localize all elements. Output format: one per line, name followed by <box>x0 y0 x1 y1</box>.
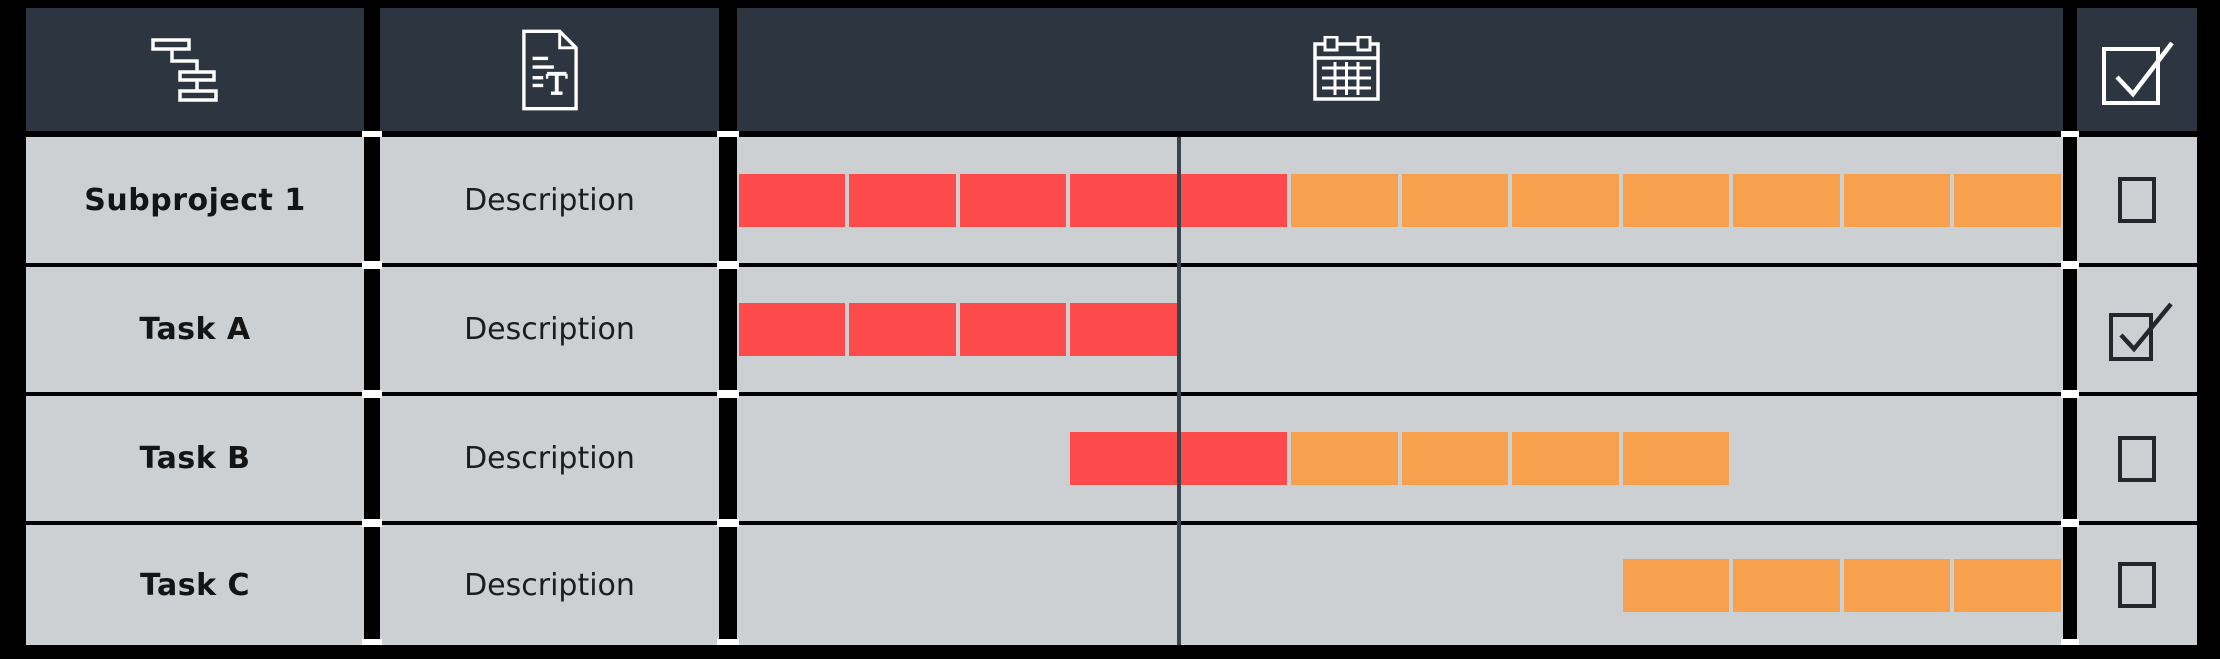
task-label: Task A <box>139 312 251 347</box>
calendar-icon <box>1313 36 1380 101</box>
gantt-bar-segment-red[interactable] <box>738 173 845 227</box>
gantt-bar-segment-red[interactable] <box>1180 432 1287 485</box>
gantt-bar-segment-red[interactable] <box>1070 173 1177 227</box>
checkbox-checked-icon <box>2102 41 2174 105</box>
gantt-bar-segment-red[interactable] <box>738 303 845 356</box>
task-description: Description <box>464 441 635 476</box>
grid-notch <box>2061 390 2079 398</box>
grid-notch <box>717 390 739 398</box>
complete-cell <box>2077 137 2197 263</box>
task-description: Description <box>464 567 635 603</box>
grid-notch <box>717 131 739 137</box>
row-checkbox-unchecked[interactable] <box>2118 562 2156 608</box>
gantt-row: Task A Description <box>0 267 2220 392</box>
task-label: Task C <box>139 567 251 603</box>
gantt-bar-segment-red[interactable] <box>1070 432 1177 485</box>
task-label-cell: Subproject 1 <box>26 137 364 263</box>
gantt-bar-segment-orange[interactable] <box>1512 432 1619 485</box>
grid-notch <box>2061 261 2079 269</box>
gantt-bar-segment-red[interactable] <box>959 303 1066 356</box>
grid-notch <box>717 261 739 269</box>
task-label: Task B <box>139 441 251 476</box>
gantt-bar-segment-orange[interactable] <box>1401 432 1508 485</box>
task-label: Subproject 1 <box>84 182 306 218</box>
header-complete-column <box>2077 8 2197 131</box>
grid-notch <box>2061 519 2079 527</box>
gantt-bar-segment-red[interactable] <box>1070 303 1177 356</box>
grid-notch <box>717 639 739 645</box>
row-checkbox-unchecked[interactable] <box>2118 177 2156 223</box>
gantt-bar-segment-orange[interactable] <box>1954 558 2061 612</box>
gantt-bar-segment-orange[interactable] <box>1954 173 2061 227</box>
task-description: Description <box>464 182 635 218</box>
gantt-bar-segment-orange[interactable] <box>1843 173 1950 227</box>
gantt-bar-segment-orange[interactable] <box>1622 173 1729 227</box>
grid-notch <box>362 519 382 527</box>
task-description-cell: Description <box>380 525 719 645</box>
gantt-bar-segment-orange[interactable] <box>1733 558 1840 612</box>
row-checkbox-unchecked[interactable] <box>2118 435 2156 482</box>
today-marker-line <box>1177 137 1181 645</box>
grid-notch <box>362 131 382 137</box>
gantt-bar-segment-orange[interactable] <box>1843 558 1950 612</box>
timeline-cell <box>737 137 2063 263</box>
gantt-bar-segment-orange[interactable] <box>1622 558 1729 612</box>
task-label-cell: Task C <box>26 525 364 645</box>
gantt-bar-segment-orange[interactable] <box>1291 432 1398 485</box>
grid-notch <box>362 639 382 645</box>
task-description-cell: Description <box>380 137 719 263</box>
complete-cell <box>2077 267 2197 392</box>
grid-notch <box>2061 131 2079 137</box>
gantt-bar-segment-orange[interactable] <box>1291 173 1398 227</box>
task-label-cell: Task A <box>26 267 364 392</box>
hierarchy-icon <box>151 38 218 102</box>
task-description-cell: Description <box>380 267 719 392</box>
gantt-bar-segment-orange[interactable] <box>1512 173 1619 227</box>
gantt-bar-segment-red[interactable] <box>959 173 1066 227</box>
header-description-column <box>380 8 719 131</box>
grid-notch <box>362 261 382 269</box>
row-checkbox-checked[interactable] <box>2099 297 2175 363</box>
gantt-bar-segment-orange[interactable] <box>1401 173 1508 227</box>
task-description: Description <box>464 312 635 347</box>
gantt-row: Task B Description <box>0 396 2220 521</box>
task-description-cell: Description <box>380 396 719 521</box>
gantt-row: Task C Description <box>0 525 2220 645</box>
timeline-cell <box>737 267 2063 392</box>
timeline-cell <box>737 525 2063 645</box>
grid-notch <box>717 519 739 527</box>
gantt-bar-segment-orange[interactable] <box>1622 432 1729 485</box>
gantt-row: Subproject 1 Description <box>0 137 2220 263</box>
timeline-cell <box>737 396 2063 521</box>
gantt-bar-segment-orange[interactable] <box>1733 173 1840 227</box>
header-timeline-column <box>737 8 2063 131</box>
grid-notch <box>2061 639 2079 645</box>
header-task-column <box>26 8 364 131</box>
gantt-bar-segment-red[interactable] <box>1180 173 1287 227</box>
complete-cell <box>2077 525 2197 645</box>
task-label-cell: Task B <box>26 396 364 521</box>
complete-cell <box>2077 396 2197 521</box>
gantt-bar-segment-red[interactable] <box>849 303 956 356</box>
grid-notch <box>362 390 382 398</box>
document-text-icon <box>521 29 578 110</box>
gantt-bar-segment-red[interactable] <box>849 173 956 227</box>
